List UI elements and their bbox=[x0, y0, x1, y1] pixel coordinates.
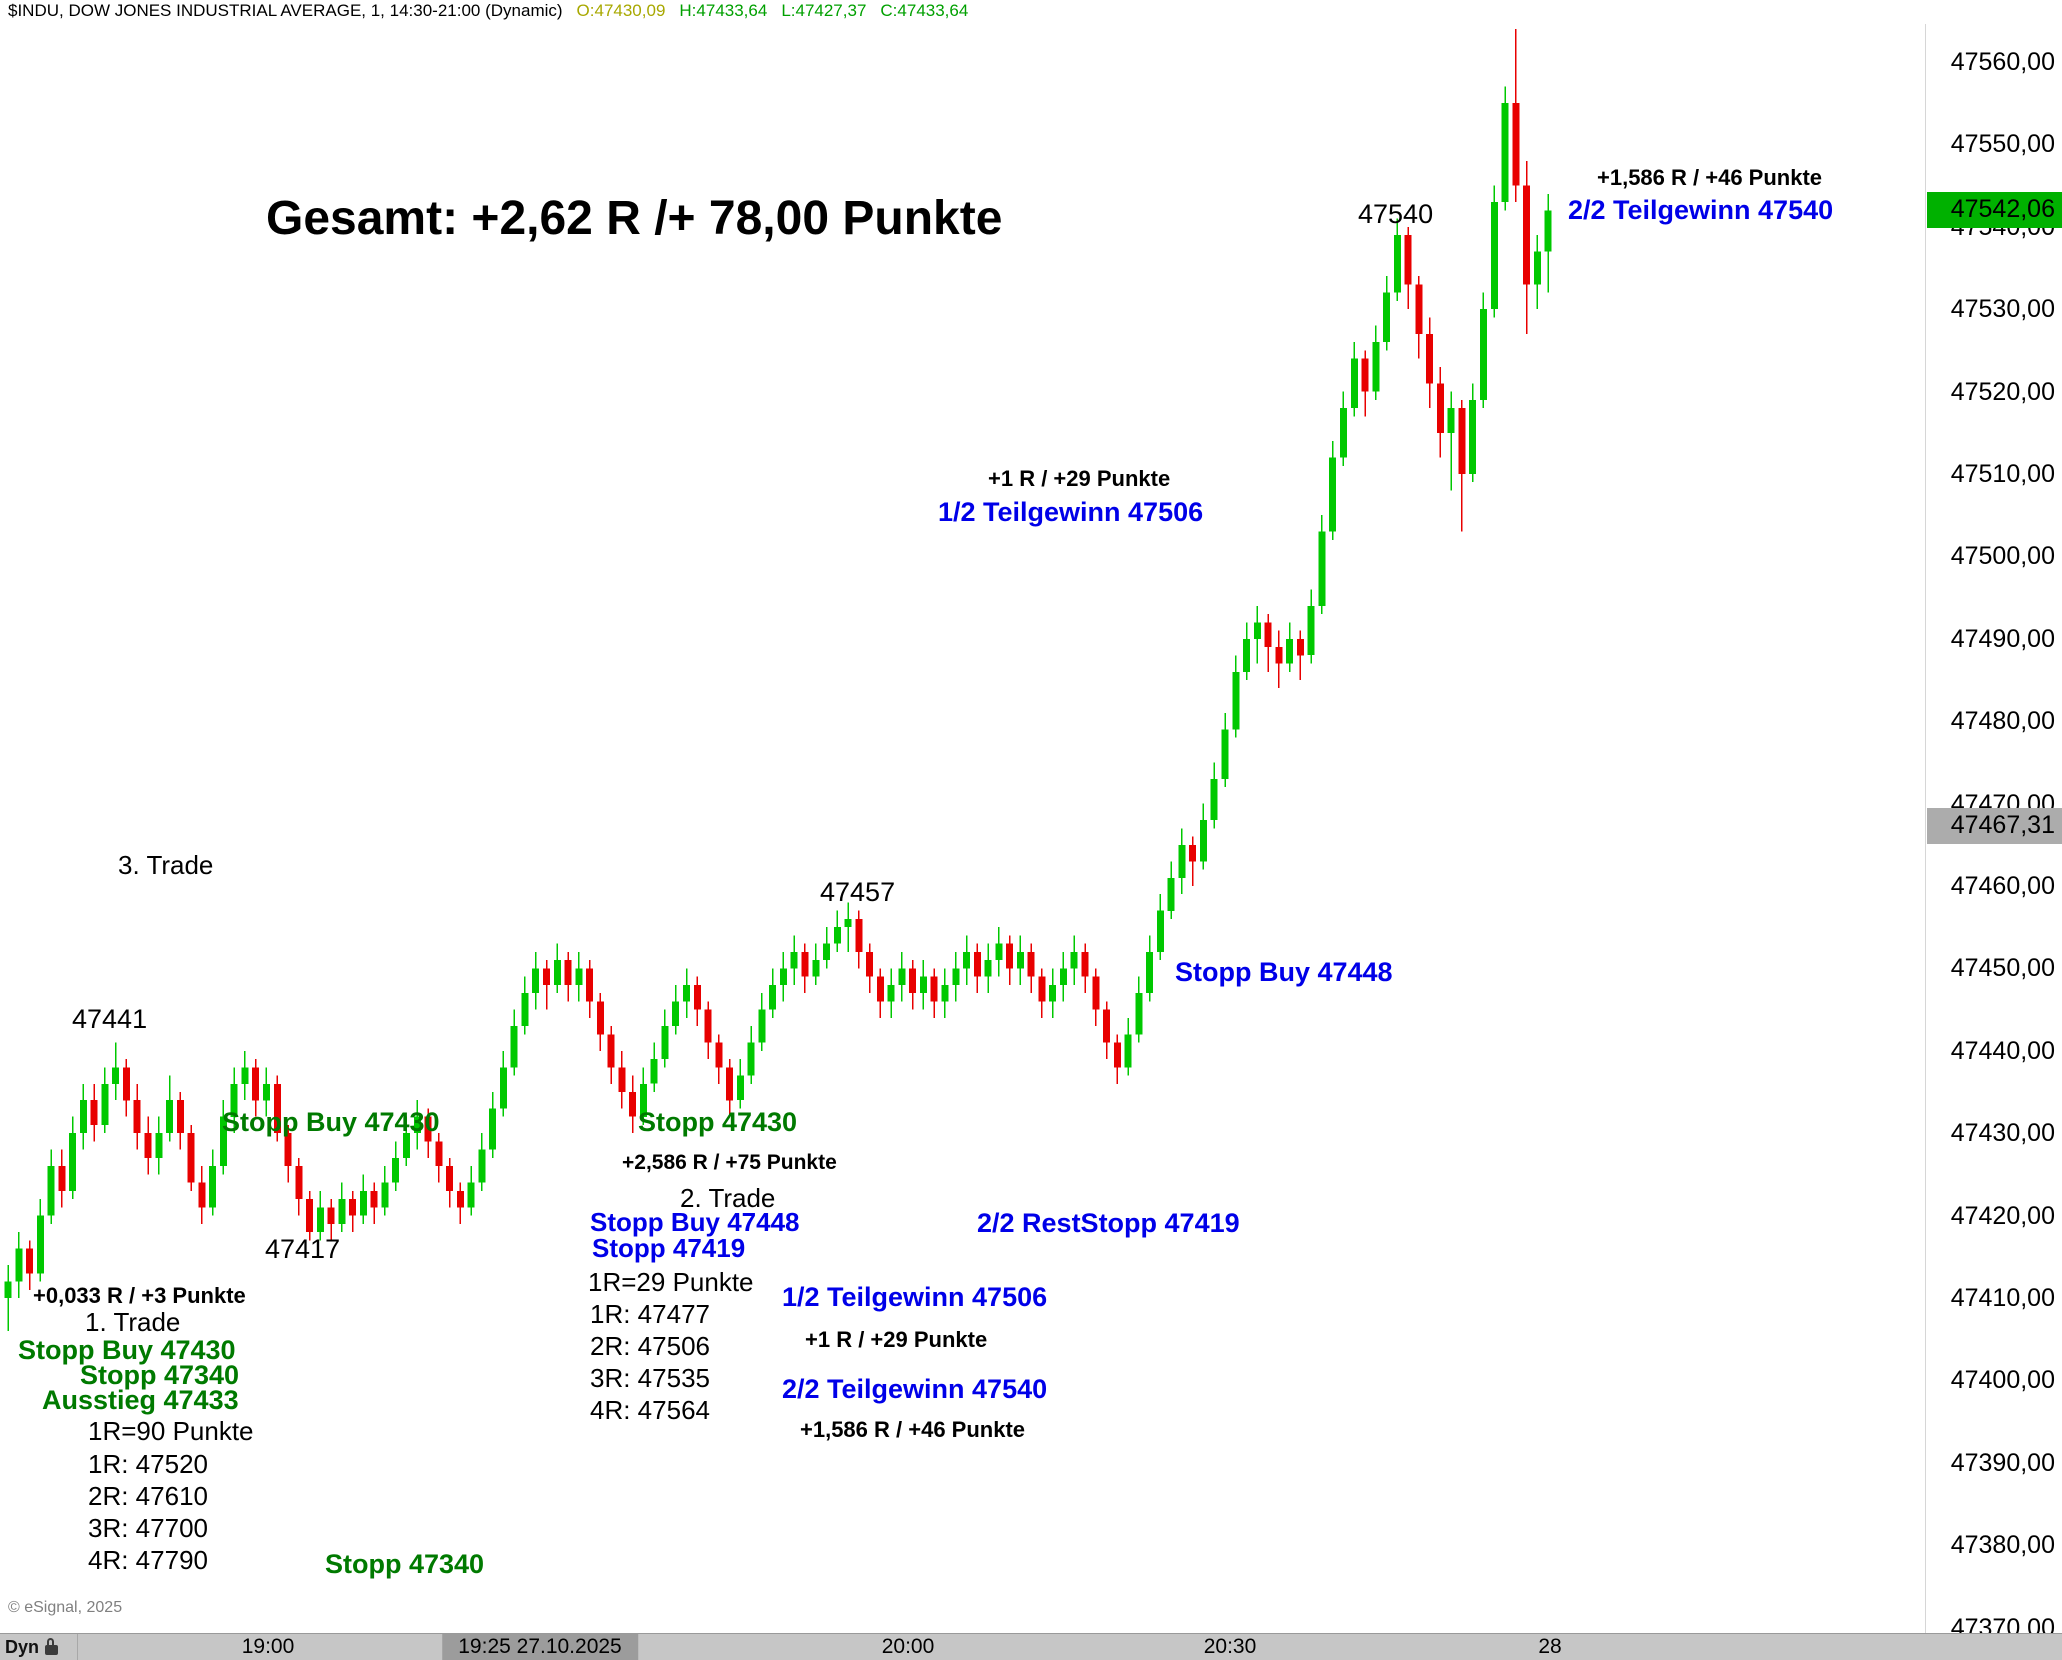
lock-icon[interactable] bbox=[45, 1637, 59, 1655]
high-value: H:47433,64 bbox=[679, 1, 768, 20]
price-tick-label: 47510,00 bbox=[1950, 460, 2055, 488]
price-tick-label: 47430,00 bbox=[1950, 1119, 2055, 1148]
dyn-label: Dyn bbox=[5, 1636, 40, 1657]
price-axis[interactable]: 47560,0047550,0047540,0047530,0047520,00… bbox=[1925, 24, 2062, 1642]
price-tick-label: 47380,00 bbox=[1950, 1531, 2055, 1560]
price-tick-label: 47420,00 bbox=[1950, 1201, 2055, 1230]
price-tick-label: 47550,00 bbox=[1950, 130, 2055, 159]
time-tick-label: 20:00 bbox=[881, 1635, 935, 1658]
price-tick-label: 47450,00 bbox=[1950, 954, 2055, 983]
price-tick-label: 47500,00 bbox=[1950, 542, 2055, 571]
price-tick-label: 47400,00 bbox=[1950, 1366, 2055, 1395]
time-tick-label: 19:00 bbox=[241, 1635, 295, 1658]
time-tick-label-highlighted: 19:25 27.10.2025 bbox=[442, 1634, 638, 1660]
secondary-price-box: 47467,31 bbox=[1927, 807, 2062, 844]
low-value: L:47427,37 bbox=[781, 1, 867, 20]
time-tick-label: 28 bbox=[1538, 1635, 1562, 1658]
price-tick-label: 47560,00 bbox=[1950, 48, 2055, 76]
close-value: C:47433,64 bbox=[880, 1, 969, 20]
price-tick-label: 47460,00 bbox=[1950, 872, 2055, 900]
price-tick-label: 47390,00 bbox=[1950, 1448, 2055, 1477]
time-axis[interactable]: Dyn 19:00 19:25 27.10.2025 20:00 20:30 28 bbox=[0, 1633, 2062, 1660]
price-tick-label: 47520,00 bbox=[1950, 377, 2055, 406]
price-tick-label: 47490,00 bbox=[1950, 624, 2055, 653]
chart-title-bar: $INDU, DOW JONES INDUSTRIAL AVERAGE, 1, … bbox=[0, 0, 2062, 24]
price-tick-label: 47410,00 bbox=[1950, 1284, 2055, 1312]
time-tick-label: 20:30 bbox=[1203, 1635, 1257, 1658]
open-value: O:47430,09 bbox=[576, 1, 666, 20]
price-tick-label: 47480,00 bbox=[1950, 707, 2055, 736]
last-price-box: 47542,06 bbox=[1927, 191, 2062, 228]
chart-plot-area[interactable]: Gesamt: +2,62 R /+ 78,00 Punkte 47540 +1,5… bbox=[0, 24, 1925, 1634]
candlestick-canvas[interactable] bbox=[0, 24, 1925, 1634]
price-tick-label: 47530,00 bbox=[1950, 295, 2055, 324]
dyn-mode-button[interactable]: Dyn bbox=[0, 1634, 78, 1660]
symbol-title: $INDU, DOW JONES INDUSTRIAL AVERAGE, 1, … bbox=[8, 1, 563, 20]
price-tick-label: 47440,00 bbox=[1950, 1036, 2055, 1065]
